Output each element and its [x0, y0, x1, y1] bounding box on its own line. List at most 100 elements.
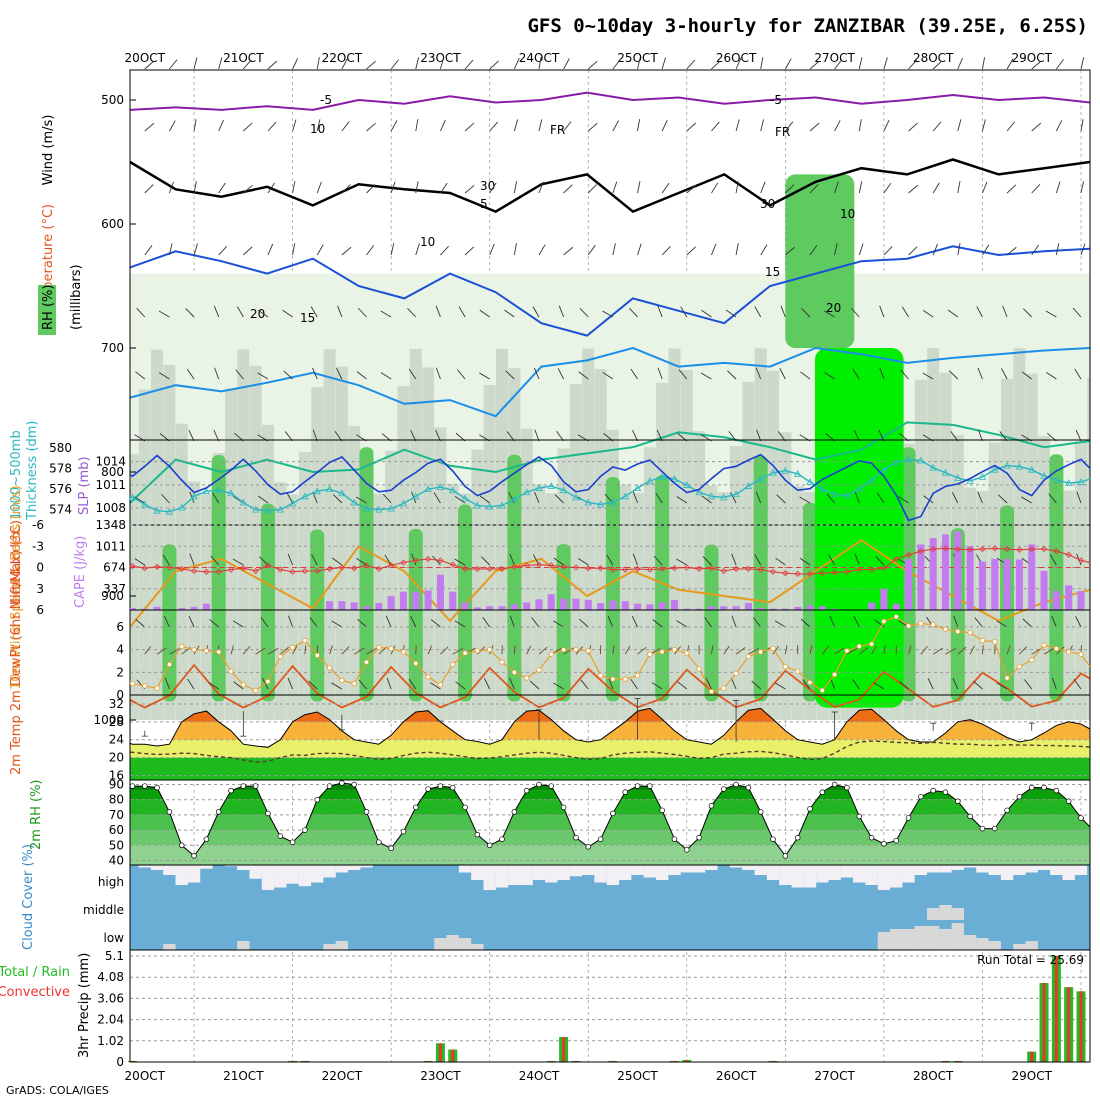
cloud-high-gap [655, 865, 669, 880]
wind-barb [578, 371, 589, 380]
wind-barb [440, 245, 449, 256]
wind-barb [410, 429, 417, 442]
cloud-high-gap [508, 865, 521, 885]
wind-barb [686, 246, 696, 256]
lifted-point [683, 564, 690, 571]
wind-barb [304, 645, 307, 655]
wind-barb [801, 308, 811, 318]
cloud-low-bar [1013, 944, 1026, 950]
wind-barb [957, 57, 963, 70]
wind-barb [415, 243, 420, 256]
wind-barb [680, 306, 688, 318]
cloud-high-gap [619, 865, 632, 880]
cloud-high-gap [951, 865, 965, 870]
wind-barb [653, 555, 663, 566]
thickness-point [227, 489, 235, 497]
wind-barb [637, 646, 647, 655]
cloud-high-gap [249, 865, 262, 879]
lifted-point [190, 567, 198, 575]
wind-barb [1056, 646, 1065, 655]
cape-bar [560, 598, 568, 610]
thickness-point [535, 484, 543, 492]
wind-barb [760, 244, 768, 256]
cape-bar [498, 606, 506, 610]
thickness-point [707, 492, 716, 500]
wind-barb [947, 309, 959, 318]
wind-speed-point [339, 677, 345, 683]
wind-barb [482, 616, 491, 628]
cloud-high-gap [988, 865, 1001, 875]
precip-ylabel: 3hr Precip (mm) [77, 953, 92, 1058]
rh-point [597, 836, 604, 842]
rh-point [240, 783, 247, 789]
rh-wet-cell [753, 455, 768, 702]
lifted-point [868, 566, 875, 573]
contour-label: 15 [300, 311, 315, 325]
wind-barb [193, 119, 197, 132]
thickness-point [153, 506, 161, 514]
wind-barb [731, 615, 737, 628]
wind-tick-label: 2 [116, 665, 124, 679]
thickness-tick-label: 578 [49, 462, 72, 476]
wind-barb [711, 182, 719, 194]
wind-speed-point [191, 647, 197, 653]
precip-convective-bar [291, 1060, 295, 1062]
wind-speed-point [326, 665, 333, 671]
rh-column [434, 427, 447, 720]
rh-wet-cell [359, 447, 374, 702]
date-label-bottom: 25OCT [617, 1069, 658, 1083]
wind-barb [168, 243, 173, 256]
wind-speed-point [1066, 649, 1072, 655]
thickness-point [1077, 478, 1085, 485]
rh-column [582, 348, 595, 720]
wind-barb [1022, 308, 1033, 318]
thickness-point [867, 476, 876, 483]
wind-barb [587, 60, 598, 70]
wind-barb [440, 182, 448, 194]
rh-column [767, 370, 780, 720]
rh-column [668, 348, 681, 720]
wind-barb [710, 645, 714, 655]
cloud-low-bar [890, 929, 903, 950]
wind-barb [982, 645, 984, 655]
lifted-point [622, 566, 629, 573]
cape-bar [707, 606, 715, 610]
wind-barb [932, 182, 940, 194]
precip-tick-label: 1.02 [97, 1034, 124, 1048]
wind-speed-point [979, 637, 986, 644]
wind-barb [480, 556, 491, 566]
wind-barb [336, 368, 343, 380]
thickness-point [141, 500, 149, 508]
isotherm-15 [130, 421, 1090, 504]
cloud-high-gap [347, 865, 361, 870]
lifted-point [425, 555, 432, 563]
rh-wet-cell [704, 544, 719, 702]
thickness-point [449, 486, 457, 494]
rh-point [1028, 784, 1035, 791]
rh-point [376, 839, 382, 845]
wind-barb [563, 246, 574, 256]
lifted-point [733, 565, 740, 572]
cape-bar [597, 603, 605, 610]
cloud-high-gap [939, 865, 952, 873]
date-label-bottom: 24OCT [519, 1069, 560, 1083]
cloud-middle-bar [951, 908, 965, 920]
wind-barb [1049, 554, 1057, 566]
wind-barb [288, 615, 294, 628]
wind-barb [920, 646, 928, 655]
cloud-high-gap [1000, 865, 1014, 880]
thickness-point [658, 473, 666, 480]
lifted-point [511, 563, 518, 570]
thickness-point [559, 486, 568, 494]
wind-barb [243, 246, 253, 256]
wind-barb [612, 181, 618, 194]
wind-speed-point [659, 649, 665, 655]
wind-speed-point [376, 644, 382, 651]
wind-speed-point [450, 661, 456, 668]
cloud-high-gap [286, 865, 299, 884]
wind-barb [407, 308, 417, 318]
wind-speed-point [745, 653, 751, 660]
wind-barb [311, 554, 318, 566]
wind-barb [356, 558, 367, 566]
precip-convective-bar [1054, 956, 1058, 1062]
